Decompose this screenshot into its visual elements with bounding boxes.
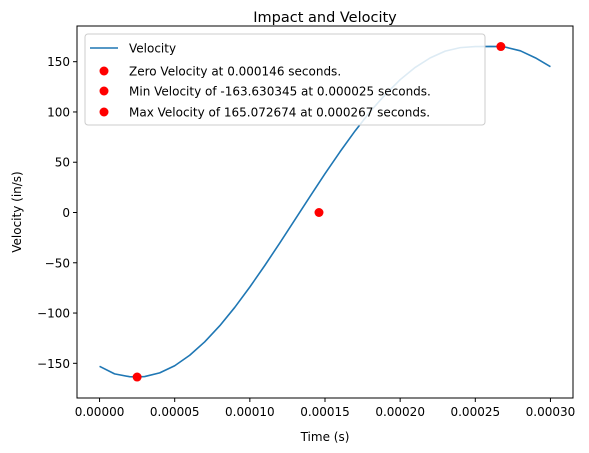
legend-label-marker-1: Min Velocity of -163.630345 at 0.000025 … xyxy=(129,85,431,99)
y-axis: −150 −100 −50 0 50 100 150 xyxy=(37,55,77,371)
y-tick-label: −100 xyxy=(37,307,70,321)
x-tick-label: 0.00005 xyxy=(150,405,200,419)
chart-title: Impact and Velocity xyxy=(253,10,397,26)
x-axis: 0.00000 0.00005 0.00010 0.00015 0.00020 0.000… xyxy=(75,398,576,419)
y-tick-label: 0 xyxy=(62,206,70,220)
y-tick-label: −50 xyxy=(45,256,70,270)
legend-marker-1 xyxy=(99,86,109,96)
legend-label-velocity: Velocity xyxy=(129,42,176,56)
marker-point-0 xyxy=(314,208,324,218)
y-tick-label: 150 xyxy=(47,55,70,69)
x-tick-label: 0.00015 xyxy=(300,405,350,419)
legend-marker-2 xyxy=(99,107,109,117)
y-tick-label: 100 xyxy=(47,105,70,119)
x-tick-label: 0.00010 xyxy=(225,405,275,419)
y-tick-label: 50 xyxy=(55,156,70,170)
legend: Velocity Zero Velocity at 0.000146 second… xyxy=(84,33,486,126)
y-tick-label: −150 xyxy=(37,357,70,371)
legend-label-marker-0: Zero Velocity at 0.000146 seconds. xyxy=(129,65,341,79)
x-tick-label: 0.00025 xyxy=(450,405,500,419)
y-axis-label: Velocity (in/s) xyxy=(10,171,24,253)
marker-point-2 xyxy=(496,42,506,52)
x-tick-label: 0.00000 xyxy=(75,405,125,419)
x-tick-label: 0.00020 xyxy=(375,405,425,419)
legend-box xyxy=(84,33,486,126)
marker-point-1 xyxy=(132,372,142,382)
legend-marker-0 xyxy=(99,66,109,76)
legend-label-marker-2: Max Velocity of 165.072674 at 0.000267 s… xyxy=(129,106,430,120)
x-tick-label: 0.00030 xyxy=(526,405,576,419)
x-axis-label: Time (s) xyxy=(300,430,350,444)
